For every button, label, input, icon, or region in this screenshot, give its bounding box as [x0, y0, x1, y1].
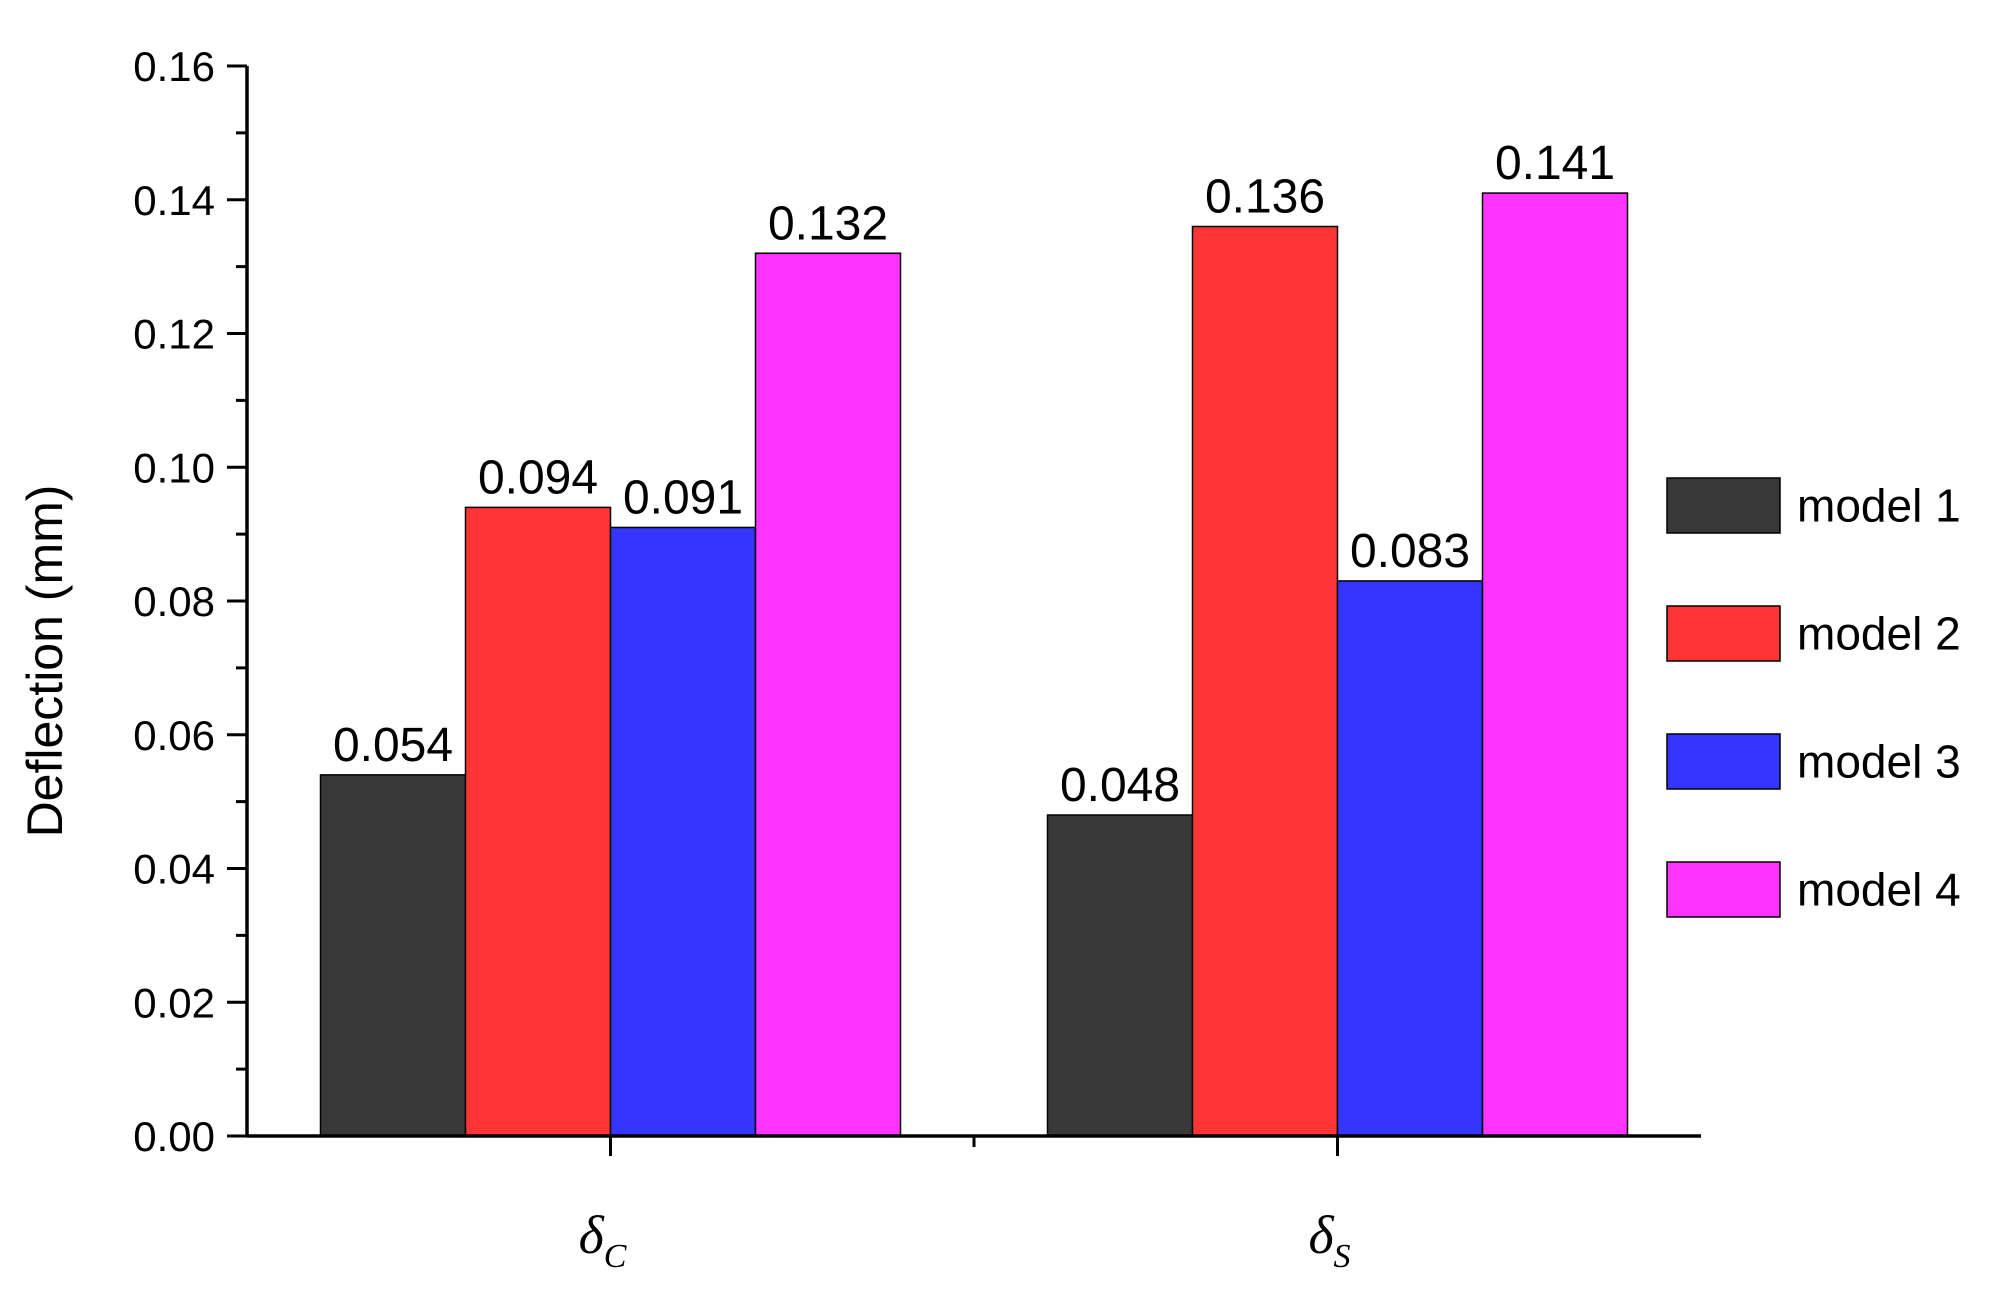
y-tick-label: 0.12 [133, 311, 215, 358]
bar-model-4-cat1 [754, 252, 902, 1137]
legend-label-model-1: model 1 [1797, 480, 1961, 532]
bar-model-2-cat2 [1191, 225, 1339, 1137]
y-tick-label: 0.08 [133, 578, 215, 625]
data-label: 0.132 [768, 197, 888, 250]
data-label: 0.048 [1060, 759, 1180, 812]
y-tick-label: 0.16 [133, 43, 215, 90]
axes-layer: 0.00 0.02 0.04 0.06 0.08 0.10 0.12 0.14 0.16 δC δS [133, 43, 1701, 1275]
data-label: 0.141 [1495, 137, 1615, 190]
x-category-label: δS [1308, 1205, 1350, 1275]
legend-label-model-4: model 4 [1797, 864, 1961, 916]
legend-label-model-3: model 3 [1797, 736, 1961, 788]
legend-label-model-2: model 2 [1797, 608, 1961, 660]
legend-swatch-model-1 [1666, 477, 1781, 534]
bars-layer [319, 192, 1629, 1137]
data-label: 0.054 [333, 719, 453, 772]
data-label: 0.136 [1205, 171, 1325, 224]
legend-swatch-model-3 [1666, 733, 1781, 790]
y-tick-label: 0.04 [133, 846, 215, 893]
bar-model-1-cat2 [1046, 814, 1194, 1137]
bar-model-3-cat1 [609, 526, 757, 1137]
y-tick-label: 0.06 [133, 712, 215, 759]
y-axis-title: Deflection (mm) [17, 485, 73, 838]
data-labels-layer: 0.054 0.048 0.094 0.136 0.091 0.083 0.132 0.141 [333, 137, 1615, 812]
bar-model-2-cat1 [464, 506, 612, 1137]
bar-model-4-cat2 [1481, 192, 1629, 1137]
legend: model 1 model 2 model 3 model 4 [1666, 477, 1961, 918]
y-tick-label: 0.02 [133, 979, 215, 1026]
y-tick-label: 0.14 [133, 177, 215, 224]
bar-model-3-cat2 [1336, 580, 1484, 1137]
data-label: 0.094 [478, 451, 598, 504]
data-label: 0.083 [1350, 525, 1470, 578]
y-tick-label: 0.10 [133, 444, 215, 491]
bar-model-1-cat1 [319, 774, 467, 1137]
legend-swatch-model-2 [1666, 605, 1781, 662]
y-tick-label: 0.00 [133, 1113, 215, 1160]
data-label: 0.091 [623, 471, 743, 524]
x-category-label: δC [579, 1205, 627, 1275]
legend-swatch-model-4 [1666, 861, 1781, 918]
